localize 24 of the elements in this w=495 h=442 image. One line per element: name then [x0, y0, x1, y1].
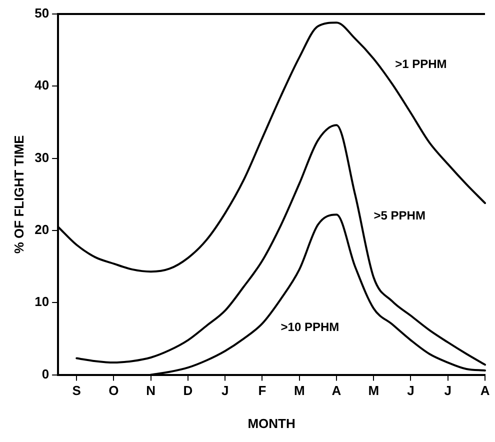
y-tick-label: 30 [34, 150, 50, 165]
x-tick-label: S [72, 383, 82, 398]
y-tick-label: 0 [42, 366, 50, 382]
x-tick-label: J [444, 383, 452, 398]
annotation: >10 PPHM [280, 320, 340, 334]
x-tick-label: J [407, 383, 414, 398]
y-tick-label: 40 [34, 78, 50, 93]
x-tick-label: M [368, 383, 380, 398]
y-tick-label: 50 [34, 6, 50, 21]
x-tick-label: A [480, 383, 490, 398]
annotation: >1 PPHM [395, 56, 447, 71]
x-tick-label: N [146, 383, 156, 398]
x-tick-label: F [258, 383, 266, 398]
y-tick-label: 10 [34, 294, 50, 310]
x-tick-label: A [332, 383, 342, 398]
x-tick-label: J [222, 383, 229, 398]
line-series [76, 124, 486, 366]
x-axis-title: MONTH [248, 416, 296, 431]
x-tick-label: O [108, 383, 119, 398]
annotation: >5 PPHM [374, 208, 426, 222]
y-tick-label: 20 [34, 222, 50, 238]
x-tick-label: M [294, 383, 305, 398]
y-axis-title: % OF FLIGHT TIME [11, 134, 26, 254]
x-tick-label: D [183, 383, 193, 398]
